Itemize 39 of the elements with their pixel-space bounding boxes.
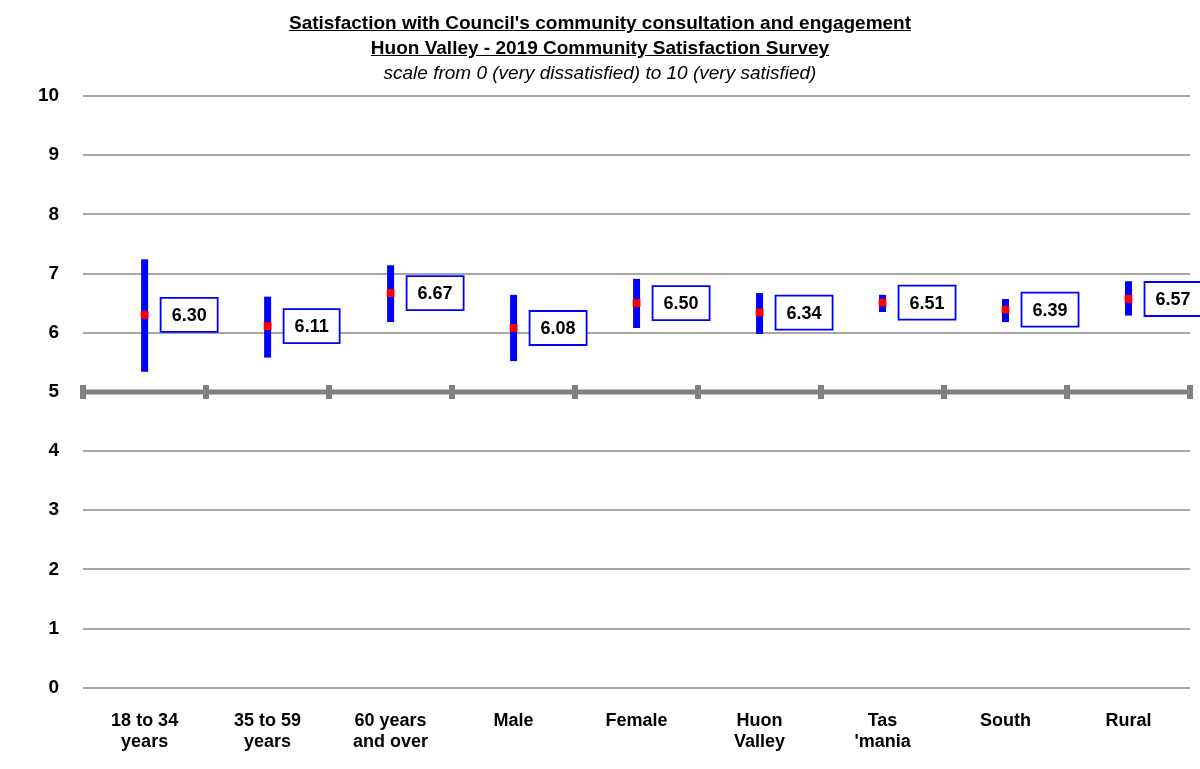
x-tick-label: Male: [493, 709, 534, 730]
point: [632, 299, 641, 308]
y-tick-label: 9: [48, 143, 60, 165]
point: [386, 289, 395, 297]
y-tick-label: 7: [48, 261, 60, 283]
data-label: 6.11: [294, 316, 329, 337]
y-tick-label: 3: [48, 498, 60, 520]
data-label: 6.57: [1155, 288, 1191, 309]
data-label: 6.34: [786, 302, 822, 323]
x-tick-label: South: [980, 709, 1032, 730]
x-tick-label: 35 to 59 years: [234, 709, 302, 752]
y-tick-label: 10: [37, 84, 60, 106]
x-tick-label: Tas 'mania: [854, 709, 912, 752]
data-label: 6.30: [171, 304, 207, 325]
x-tick-label: 60 years and over: [353, 709, 429, 752]
point: [140, 311, 149, 319]
x-tick-label: Rural: [1105, 709, 1152, 730]
data-label: 6.39: [1032, 299, 1068, 320]
y-tick-label: 2: [48, 557, 60, 579]
y-tick-label: 4: [48, 439, 60, 461]
data-label: 6.51: [909, 292, 945, 313]
chart-title: Satisfaction with Council's community consultation and engagement: [287, 12, 913, 34]
point: [1001, 305, 1010, 314]
data-label: 6.67: [417, 283, 453, 304]
y-tick-label: 0: [48, 676, 60, 698]
y-tick-label: 1: [48, 616, 60, 638]
x-tick-label: Huon Valley: [734, 709, 786, 752]
text: scale from 0 (very dissatisfied) to 10 (very satisfied): [382, 62, 818, 84]
point: [1124, 295, 1133, 303]
y-tick-label: 5: [48, 380, 60, 402]
x-tick-label: Female: [605, 709, 668, 730]
x-tick-label: 18 to 34 years: [111, 709, 179, 752]
chart-subtitle: Huon Valley - 2019 Community Satisfaction Survey: [369, 37, 831, 59]
data-label: 6.50: [663, 293, 699, 314]
data-label: 6.08: [540, 317, 576, 338]
point: [263, 322, 272, 331]
y-tick-label: 6: [48, 320, 60, 342]
y-tick-label: 8: [48, 202, 60, 224]
point: [509, 324, 518, 332]
